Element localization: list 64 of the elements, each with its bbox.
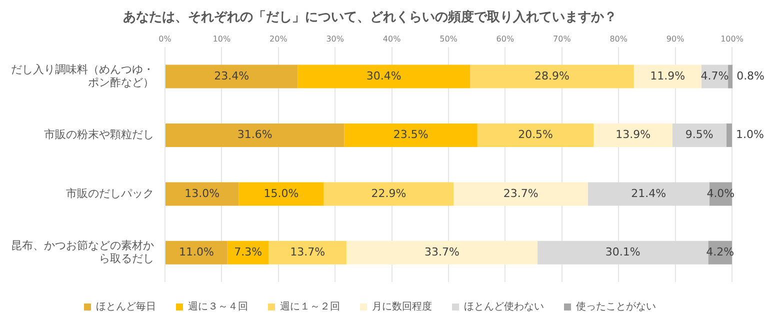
x-tick-label: 30% [326, 34, 344, 44]
x-tick-label: 100% [720, 34, 744, 44]
bar [166, 182, 239, 206]
legend-label: ほとんど毎日 [96, 300, 156, 313]
x-tick-label: 70% [553, 34, 572, 44]
y-tick-label: だし入り調味料（めんつゆ・ポン酢など） [11, 62, 154, 90]
bar [672, 124, 726, 147]
bar [634, 64, 702, 88]
legend-label: 使ったことがない [576, 302, 656, 313]
data-label: 9.5% [685, 128, 714, 142]
legend-label: 週に３～４回 [188, 302, 248, 313]
data-label: 11.0% [178, 246, 214, 259]
x-tick-label: 80% [610, 34, 628, 44]
data-label: 13.0% [184, 186, 220, 200]
data-label: 23.7% [503, 186, 538, 200]
data-label: 13.9% [616, 128, 651, 142]
bar [166, 64, 298, 88]
data-label: 33.7% [424, 246, 460, 259]
bar [470, 64, 634, 88]
x-tick-label: 60% [496, 34, 514, 44]
bar [298, 64, 470, 88]
data-label: 23.5% [393, 128, 428, 142]
data-label: 11.9% [650, 69, 686, 82]
data-label: 28.9% [534, 69, 570, 82]
x-tick-label: 20% [270, 34, 288, 44]
bar [346, 240, 538, 264]
legend-label: 週に１～２回 [280, 302, 340, 313]
bar [594, 124, 672, 147]
data-label: 22.9% [371, 186, 406, 200]
bar [728, 64, 733, 88]
bar [166, 240, 228, 264]
bar [268, 240, 346, 264]
x-tick-label: 0% [158, 34, 172, 44]
bar [344, 124, 478, 147]
data-label: 4.7% [700, 69, 729, 82]
data-label: 0.8% [736, 69, 765, 82]
bar [324, 182, 454, 206]
data-label: 30.1% [605, 246, 640, 259]
bar [726, 124, 732, 147]
data-label: 7.3% [234, 246, 262, 259]
legend-label: ほとんど使わない [464, 302, 544, 313]
x-tick-label: 90% [666, 34, 685, 44]
data-label: 1.0% [736, 128, 764, 142]
x-tick-label: 10% [212, 34, 231, 44]
y-tick-label: 市販の粉末や顆粒だし [44, 128, 154, 142]
data-label: 30.4% [366, 69, 402, 82]
data-label: 15.0% [264, 186, 299, 200]
x-tick-label: 40% [382, 34, 402, 44]
bar [166, 124, 344, 147]
x-tick-label: 50% [440, 34, 458, 44]
data-label: 13.7% [290, 246, 326, 259]
data-label: 31.6% [237, 128, 272, 142]
chart-title: あなたは、それぞれの「だし」について、どれくらいの頻度で取り入れていますか？ [123, 9, 617, 26]
data-label: 23.4% [214, 69, 250, 82]
data-label: 21.4% [631, 186, 666, 200]
bar [477, 124, 594, 147]
y-tick-label: 昆布、かつお節などの素材から取るだし [11, 238, 154, 266]
bar [227, 240, 269, 264]
legend-label: 月に数回程度 [372, 300, 432, 313]
bar [238, 182, 324, 206]
bar [454, 182, 588, 206]
y-tick-label: 市販のだしパック [66, 186, 154, 200]
bar [538, 240, 708, 264]
data-label: 20.5% [518, 128, 554, 142]
